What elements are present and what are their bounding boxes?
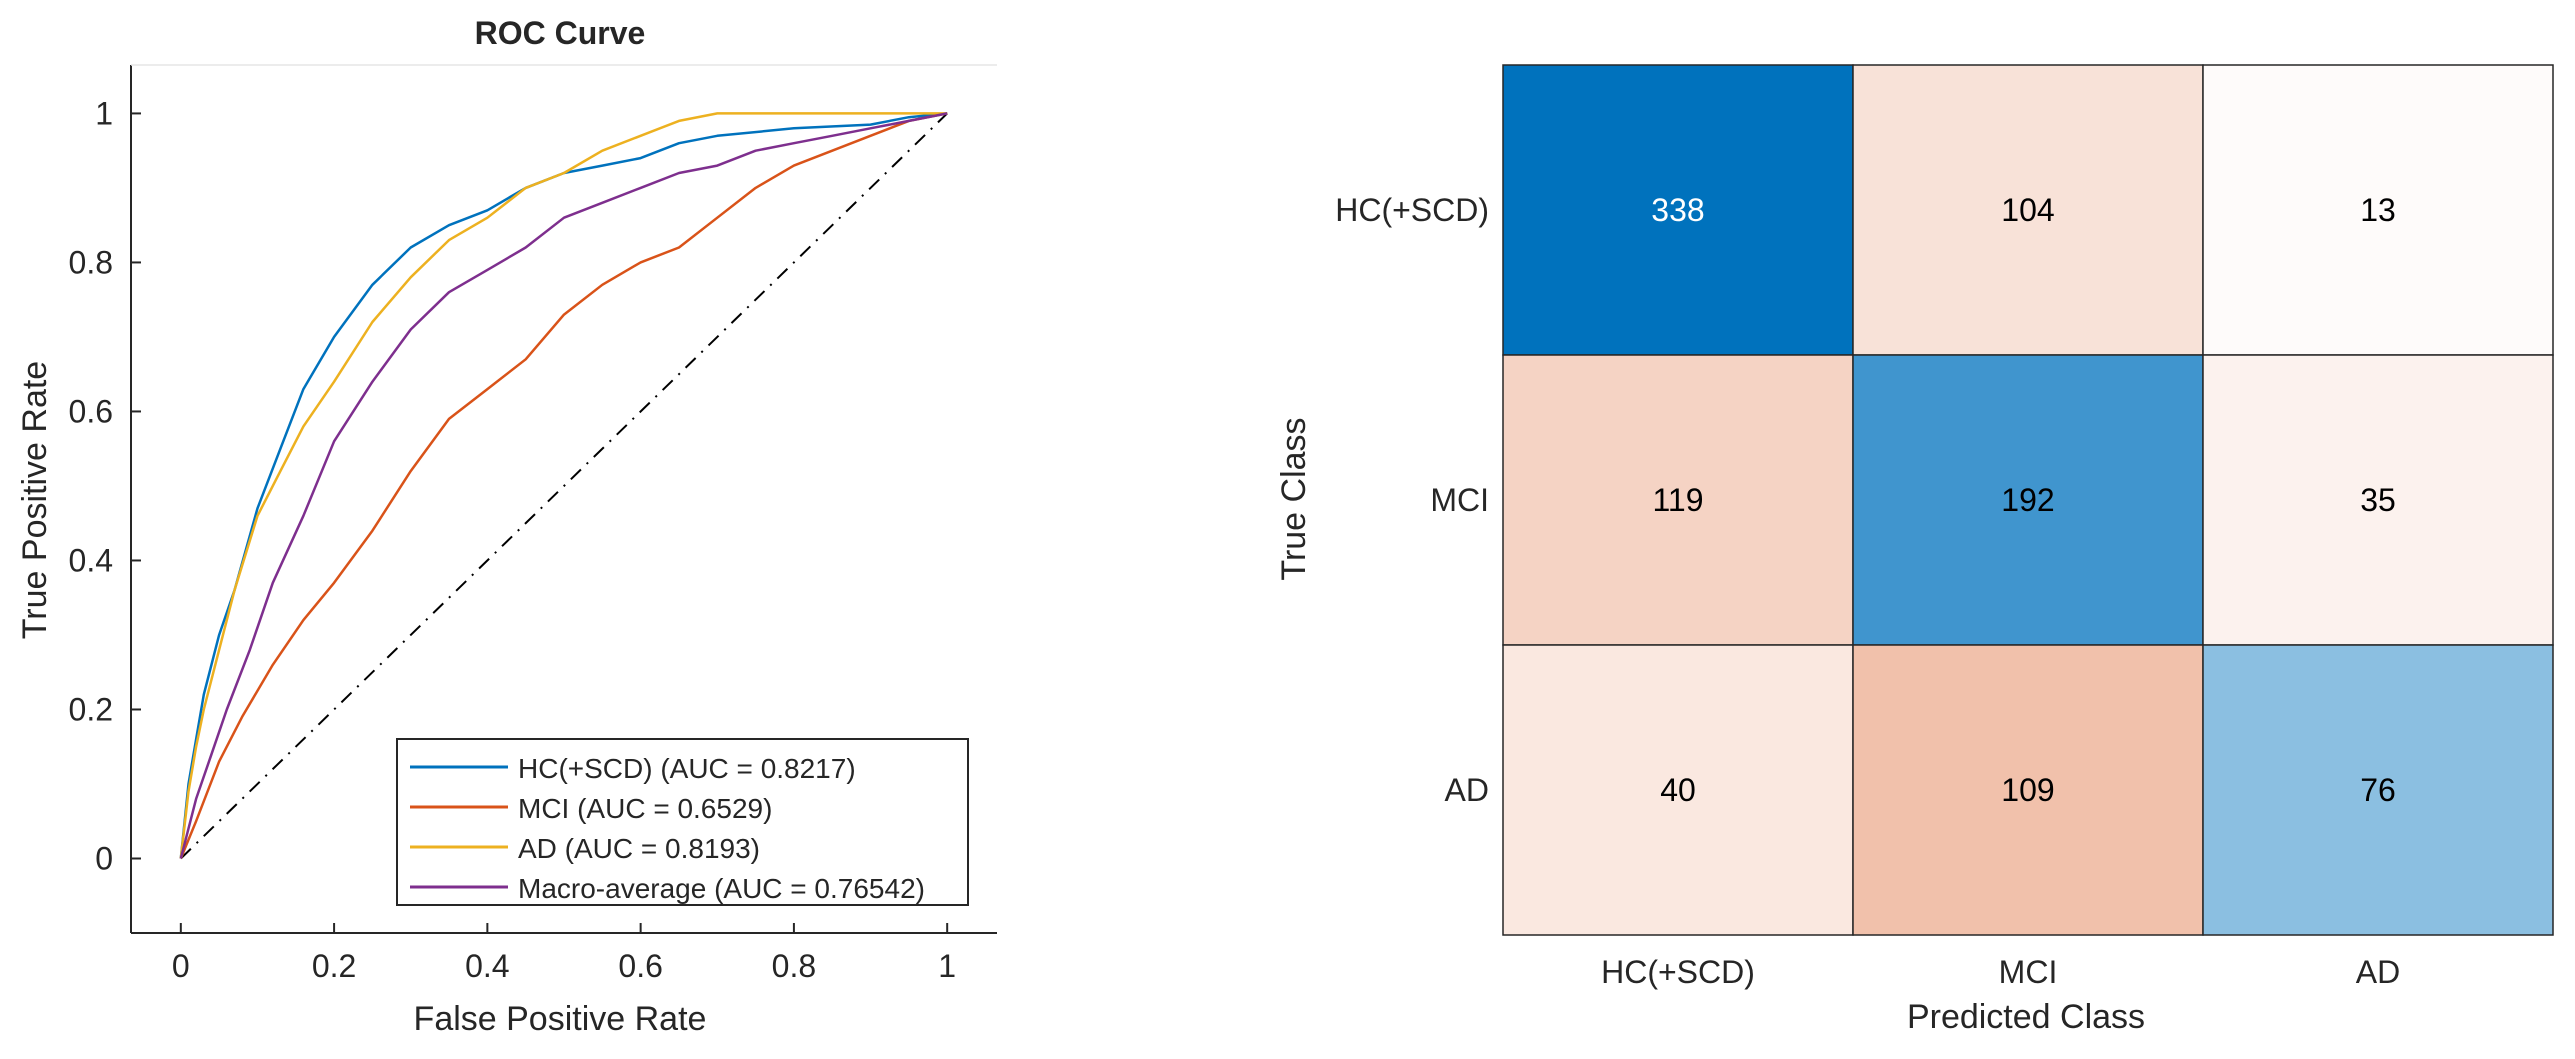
cm-cell <box>1502 64 1854 356</box>
roc-x-ticks: 0 0.2 0.4 0.6 0.8 1 <box>172 923 956 984</box>
cm-y-label: True Class <box>1275 417 1313 580</box>
cm-cell <box>2202 354 2554 646</box>
roc-x-tick-label: 1 <box>938 948 956 984</box>
cm-cell <box>1852 64 2204 356</box>
roc-y-label: True Positive Rate <box>16 361 54 639</box>
cm-col-label: MCI <box>1999 954 2058 990</box>
roc-chart: ROC Curve 0 0.2 0.4 0.6 0.8 1 00.20.40.60.81 … <box>16 15 997 1038</box>
roc-legend-entry-3: Macro-average (AUC = 0.76542) <box>518 873 925 904</box>
roc-series-line-2 <box>179 112 948 859</box>
cm-cell <box>2202 64 2554 356</box>
cm-cell-value: 192 <box>2001 482 2054 518</box>
roc-legend-entry-0: HC(+SCD) (AUC = 0.8217) <box>518 753 856 784</box>
roc-x-tick-label: 0.6 <box>618 948 662 984</box>
cm-cell-value: 109 <box>2001 772 2054 808</box>
cm-row-label: HC(+SCD) <box>1335 192 1489 228</box>
roc-series-line-0 <box>179 112 948 859</box>
cm-cell <box>1502 644 1854 936</box>
confusion-matrix-row-labels: HC(+SCD) MCI AD <box>1335 192 1489 808</box>
confusion-matrix-cells: 338 104 13 119 192 35 40 109 76 <box>1502 64 2554 936</box>
roc-x-tick-label: 0.4 <box>465 948 509 984</box>
confusion-matrix-col-labels: HC(+SCD) MCI AD <box>1601 954 2400 990</box>
cm-cell-value: 104 <box>2001 192 2054 228</box>
roc-title: ROC Curve <box>475 15 646 51</box>
roc-legend: HC(+SCD) (AUC = 0.8217) MCI (AUC = 0.6529… <box>396 738 969 906</box>
cm-cell-value: 119 <box>1652 482 1703 518</box>
cm-cell-value: 35 <box>2360 482 2396 518</box>
cm-cell-value: 40 <box>1660 772 1696 808</box>
roc-y-tick-label: 0.4 <box>69 542 113 578</box>
confusion-matrix: 338 104 13 119 192 35 40 109 76 HC(+SCD) MCI AD HC… <box>1275 64 2554 1036</box>
roc-x-tick-label: 0 <box>172 948 190 984</box>
roc-y-ticks: 0 0.2 0.4 0.6 0.8 1 <box>69 95 141 876</box>
roc-x-label: False Positive Rate <box>414 1000 707 1038</box>
cm-cell <box>2202 644 2554 936</box>
cm-row-label: AD <box>1445 772 1489 808</box>
cm-cell-value: 76 <box>2360 772 2396 808</box>
roc-chance-line <box>180 112 948 860</box>
roc-y-tick-label: 0.2 <box>69 691 113 727</box>
cm-cell-value: 13 <box>2360 192 2396 228</box>
cm-cell <box>1502 354 1854 646</box>
roc-y-tick-label: 0.8 <box>69 244 113 280</box>
roc-x-tick-label: 0.8 <box>772 948 816 984</box>
roc-legend-entry-2: AD (AUC = 0.8193) <box>518 833 760 864</box>
roc-x-tick-label: 0.2 <box>312 948 356 984</box>
cm-col-label: AD <box>2356 954 2400 990</box>
cm-cell <box>1852 354 2204 646</box>
roc-series-group <box>179 112 948 860</box>
cm-x-label: Predicted Class <box>1907 998 2145 1036</box>
roc-y-tick-label: 0 <box>95 840 113 876</box>
cm-col-label: HC(+SCD) <box>1601 954 1755 990</box>
roc-y-tick-label: 1 <box>95 95 113 131</box>
cm-cell-value: 338 <box>1651 192 1704 228</box>
roc-legend-entry-1: MCI (AUC = 0.6529) <box>518 793 772 824</box>
roc-y-tick-label: 0.6 <box>69 393 113 429</box>
roc-series-line-3 <box>179 112 948 859</box>
cm-row-label: MCI <box>1430 482 1489 518</box>
roc-series-line-1 <box>179 112 948 859</box>
cm-cell <box>1852 644 2204 936</box>
